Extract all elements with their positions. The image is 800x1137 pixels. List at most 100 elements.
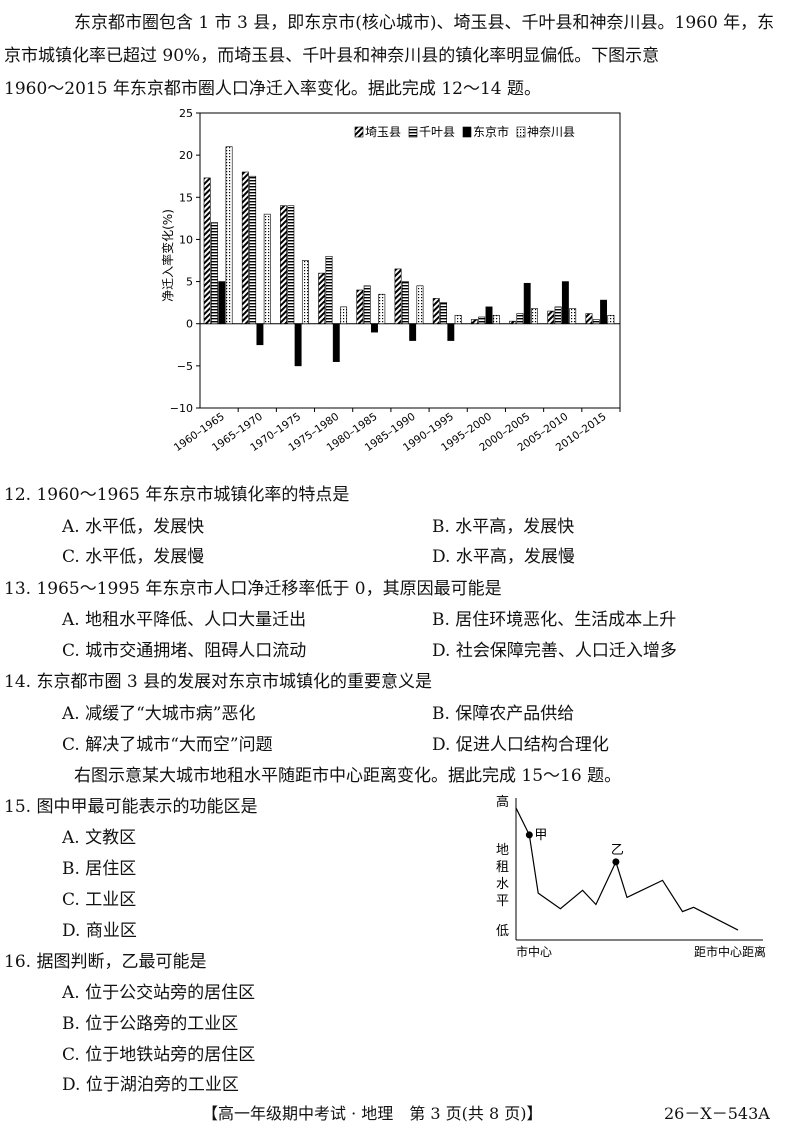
x-axis-label: 距市中心距离 <box>694 944 766 959</box>
bar <box>561 281 569 325</box>
annotation-point <box>612 858 620 866</box>
plot-frame <box>199 112 621 409</box>
bar <box>607 314 615 325</box>
y-tick-label: 10 <box>179 233 193 246</box>
q16-stem: 16. 据图判断，乙最可能是 <box>4 952 207 972</box>
q15-option-c[interactable]: C. 工业区 <box>62 890 137 910</box>
legend-label: 千叶县 <box>419 125 455 139</box>
y-high-label: 高 <box>496 794 509 810</box>
q13-option-d[interactable]: D. 社会保障完善、人口迁入增多 <box>432 641 677 661</box>
bar <box>592 319 600 325</box>
y-axis-label-char: 水 <box>496 877 509 892</box>
q16-option-b[interactable]: B. 位于公路旁的工业区 <box>62 1014 239 1034</box>
legend-label: 埼玉县 <box>365 125 401 139</box>
q12-option-a[interactable]: A. 水平低，发展快 <box>62 517 205 537</box>
bar <box>440 302 447 325</box>
bar <box>432 298 440 325</box>
bar <box>294 323 302 367</box>
intro-line-2: 京市城镇化率已超过 90%，而埼玉县、千叶县和神奈川县的镇化率明显偏低。下图示意 <box>4 46 660 66</box>
bar <box>210 222 218 325</box>
q15-option-b[interactable]: B. 居住区 <box>62 859 137 879</box>
bar <box>301 260 309 325</box>
y-axis-label: 净迁入率变化(%) <box>160 209 175 302</box>
q14-option-b[interactable]: B. 保障农产品供给 <box>432 704 575 724</box>
bar <box>554 306 562 325</box>
bar <box>218 281 226 325</box>
legend-label: 东京市 <box>473 124 509 139</box>
bar <box>371 323 378 333</box>
bar <box>516 313 524 325</box>
bar <box>478 316 486 325</box>
q13-option-c[interactable]: C. 城市交通拥堵、阻碍人口流动 <box>62 641 307 661</box>
bar <box>241 171 249 325</box>
q13-option-a[interactable]: A. 地租水平降低、人口大量迁出 <box>62 610 307 630</box>
migration-bar-chart: 2520151050−5−10净迁入率变化(%)1960–19651965–19… <box>160 108 621 454</box>
intro2-text: 右图示意某大城市地租水平随距市中心距离变化。据此完成 15～16 题。 <box>74 766 622 786</box>
annotation-label: 甲 <box>534 828 547 843</box>
q12-option-c[interactable]: C. 水平低，发展慢 <box>62 547 205 567</box>
bar <box>203 177 211 325</box>
q12-option-b[interactable]: B. 水平高，发展快 <box>432 517 575 537</box>
bar <box>547 310 555 325</box>
y-tick-label: 15 <box>179 191 193 204</box>
legend-swatch <box>354 126 364 138</box>
q13-stem: 13. 1965～1995 年东京市人口净迁移率低于 0，其原因最可能是 <box>4 579 502 599</box>
q12-stem: 12. 1960～1965 年东京市城镇化率的特点是 <box>4 485 350 505</box>
legend-swatch <box>408 126 418 138</box>
bar <box>454 314 462 325</box>
bar <box>332 323 340 362</box>
bar <box>531 308 538 325</box>
bar <box>378 293 386 325</box>
y-axis-label-char: 租 <box>496 860 509 875</box>
bar <box>409 323 417 341</box>
bar <box>225 146 233 325</box>
bar <box>470 319 478 325</box>
bar <box>363 285 371 325</box>
q16-option-d[interactable]: D. 位于湖泊旁的工业区 <box>62 1075 239 1095</box>
footer-code: 26－X－543A <box>664 1104 770 1123</box>
q15-stem: 15. 图中甲最可能表示的功能区是 <box>4 797 258 817</box>
bar <box>492 314 500 325</box>
q15-option-d[interactable]: D. 商业区 <box>62 921 137 941</box>
y-tick-label: 20 <box>179 149 193 162</box>
bar <box>447 323 455 341</box>
intro-line-1: 东京都市圈包含 1 市 3 县，即东京市(核心城市)、埼玉县、千叶县和神奈川县。… <box>74 13 775 33</box>
q16-option-a[interactable]: A. 位于公交站旁的居住区 <box>62 983 256 1003</box>
y-tick-label: −10 <box>170 402 193 415</box>
q14-option-c[interactable]: C. 解决了城市“大而空”问题 <box>62 735 273 755</box>
q15-option-a[interactable]: A. 文教区 <box>62 828 137 848</box>
bar <box>523 282 531 325</box>
intro-line-3: 1960～2015 年东京都市圈人口净迁入率变化。据此完成 12～14 题。 <box>4 79 542 99</box>
y-tick-label: −5 <box>177 360 193 373</box>
q16-option-c[interactable]: C. 位于地铁站旁的居住区 <box>62 1045 256 1065</box>
q14-option-a[interactable]: A. 减缓了“大城市病”恶化 <box>62 704 256 724</box>
bar <box>416 285 424 325</box>
bar <box>256 323 264 346</box>
bar <box>325 255 333 325</box>
bar <box>394 268 402 325</box>
bar <box>569 308 577 325</box>
q14-option-d[interactable]: D. 促进人口结构合理化 <box>432 735 609 755</box>
y-tick-label: 0 <box>186 318 193 331</box>
bar <box>280 205 287 325</box>
annotation-label: 乙 <box>611 843 624 858</box>
bar <box>401 281 409 325</box>
y-axis-label-char: 地 <box>496 843 509 858</box>
y-tick-label: 5 <box>186 276 193 289</box>
y-tick-label: 25 <box>179 108 193 120</box>
bar <box>318 272 326 325</box>
bar <box>585 313 593 325</box>
bar <box>485 306 493 325</box>
bar <box>509 320 517 325</box>
bar <box>249 175 257 325</box>
legend-label: 神奈川县 <box>527 125 575 139</box>
footer-title: 【高一年级期中考试 · 地理 第 3 页(共 8 页)】 <box>202 1104 543 1123</box>
bar <box>287 205 295 325</box>
q13-option-b[interactable]: B. 居住环境恶化、生活成本上升 <box>432 610 677 630</box>
legend-swatch <box>516 126 526 138</box>
q14-stem: 14. 东京都市圈 3 县的发展对东京市城镇化的重要意义是 <box>4 672 433 692</box>
rent-curve <box>515 807 739 931</box>
q12-option-d[interactable]: D. 水平高，发展慢 <box>432 547 575 567</box>
bar <box>600 299 608 325</box>
